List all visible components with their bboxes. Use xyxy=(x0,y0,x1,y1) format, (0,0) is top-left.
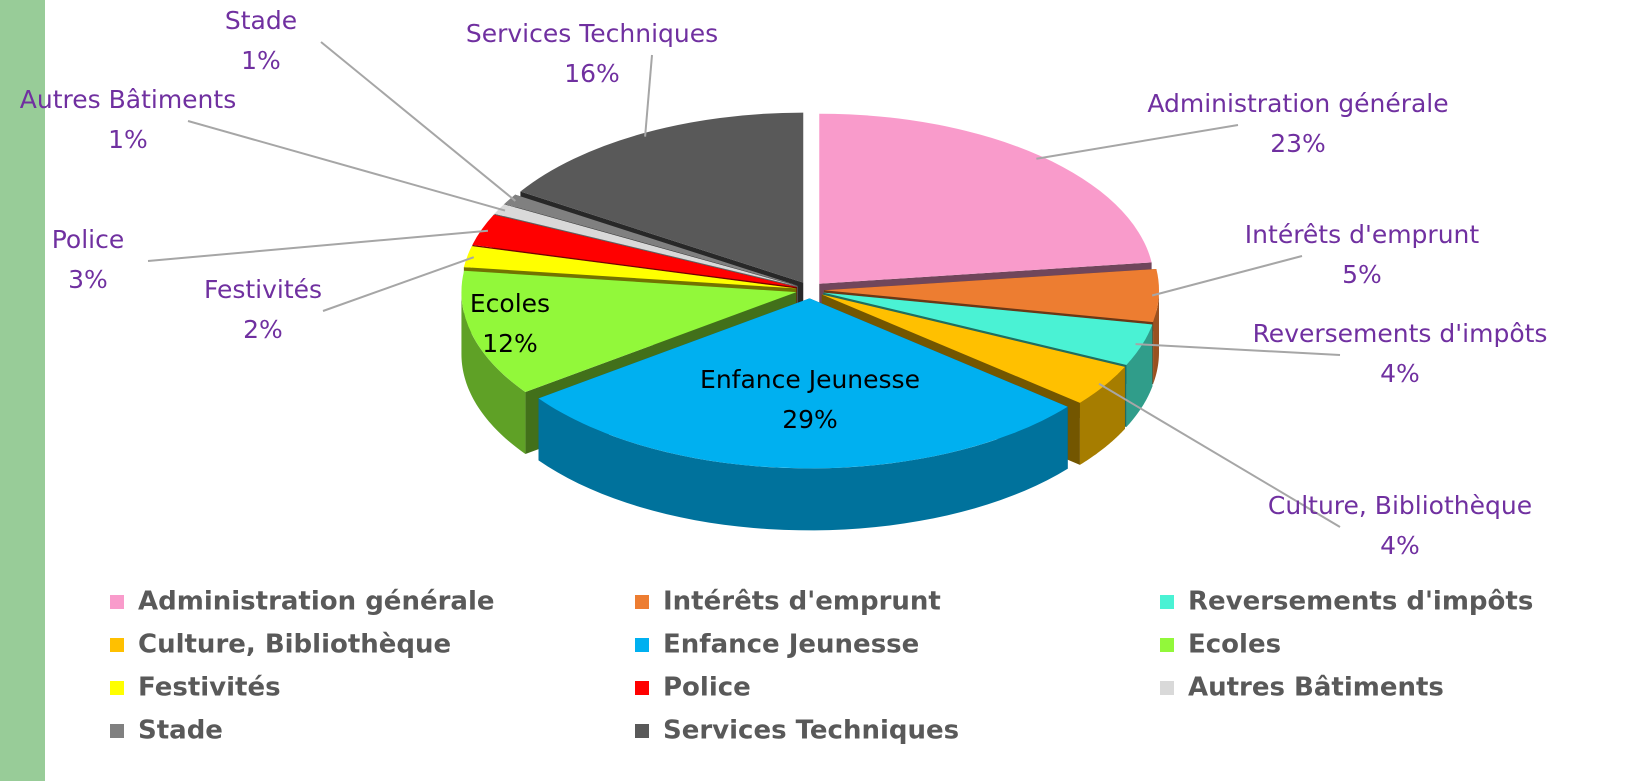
legend-swatch xyxy=(635,595,649,609)
data-label-name: Culture, Bibliothèque xyxy=(1268,491,1532,520)
data-label-name: Autres Bâtiments xyxy=(20,85,236,114)
legend-label: Intérêts d'emprunt xyxy=(663,587,941,617)
data-label-name: Administration générale xyxy=(1147,89,1448,118)
legend-label: Police xyxy=(663,673,751,703)
pie-slice-side xyxy=(1126,324,1153,427)
data-label-value: 29% xyxy=(782,405,838,434)
data-label-value: 16% xyxy=(564,59,620,88)
legend-swatch xyxy=(1160,681,1174,695)
legend-label: Festivités xyxy=(138,673,281,703)
pie-slice xyxy=(821,294,1125,403)
legend-swatch xyxy=(635,724,649,738)
data-label-value: 2% xyxy=(243,315,283,344)
side-strip xyxy=(0,0,45,781)
data-label-name: Stade xyxy=(225,6,297,35)
pie-slice xyxy=(823,268,1159,323)
leader-line xyxy=(322,256,475,312)
legend-label: Culture, Bibliothèque xyxy=(138,630,451,660)
legend-swatch xyxy=(1160,638,1174,652)
leader-line xyxy=(147,229,489,262)
leader-line xyxy=(187,120,506,212)
data-label-value: 1% xyxy=(108,125,148,154)
data-label-name: Intérêts d'emprunt xyxy=(1245,220,1480,249)
data-label-name: Ecoles xyxy=(470,289,550,318)
leader-line xyxy=(644,54,653,137)
pie-slice xyxy=(819,113,1152,284)
data-label-value: 23% xyxy=(1270,129,1326,158)
data-label-value: 5% xyxy=(1342,260,1382,289)
data-label-value: 12% xyxy=(482,329,538,358)
data-label-name: Reversements d'impôts xyxy=(1253,319,1548,348)
leader-line xyxy=(1151,255,1303,297)
legend-label: Reversements d'impôts xyxy=(1188,587,1533,617)
data-label-name: Police xyxy=(52,225,125,254)
legend-swatch xyxy=(110,724,124,738)
pie-slice xyxy=(538,298,1068,469)
legend-swatch xyxy=(110,638,124,652)
pie-slice-side xyxy=(1153,290,1159,385)
data-label-name: Services Techniques xyxy=(466,19,718,48)
pie-slice-side xyxy=(461,292,526,455)
legend-swatch xyxy=(635,638,649,652)
pie-slice xyxy=(494,204,798,287)
legend-label: Services Techniques xyxy=(663,716,959,746)
leader-line xyxy=(1036,124,1239,160)
pie-slice xyxy=(520,112,804,283)
pie-slice xyxy=(461,270,797,393)
legend-swatch xyxy=(1160,595,1174,609)
pie-slice-side xyxy=(538,398,1068,531)
data-label-value: 4% xyxy=(1380,359,1420,388)
leader-line xyxy=(1135,343,1341,356)
data-label-value: 1% xyxy=(241,46,281,75)
legend-label: Autres Bâtiments xyxy=(1188,673,1444,703)
data-label-value: 4% xyxy=(1380,531,1420,560)
data-label-value: 3% xyxy=(68,265,108,294)
legend-label: Administration générale xyxy=(138,587,495,617)
data-label-name: Festivités xyxy=(204,275,322,304)
legend-label: Enfance Jeunesse xyxy=(663,630,919,660)
pie-slice xyxy=(823,292,1153,365)
legend-swatch xyxy=(635,681,649,695)
legend-swatch xyxy=(110,681,124,695)
legend-swatch xyxy=(110,595,124,609)
pie-slice xyxy=(472,214,797,288)
legend-label: Ecoles xyxy=(1188,630,1281,660)
legend-label: Stade xyxy=(138,716,223,746)
pie-slice xyxy=(504,194,798,286)
pie-slice xyxy=(463,246,797,289)
leader-line xyxy=(320,41,517,202)
leader-line xyxy=(1098,382,1341,528)
data-label-name: Enfance Jeunesse xyxy=(700,365,920,394)
